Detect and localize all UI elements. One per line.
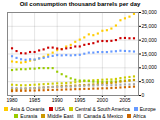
html-text:USA: USA — [54, 106, 65, 112]
html-text:Europe: Europe — [139, 106, 156, 112]
html-text:Eurasia: Eurasia — [20, 113, 38, 119]
svg-text:1995: 1995 — [74, 97, 85, 103]
html-text:Oil consumption thousand barre: Oil consumption thousand barrels per day — [19, 1, 141, 7]
html-text:Canada & Mexico: Canada & Mexico — [83, 113, 123, 119]
svg-text:25,000: 25,000 — [142, 23, 158, 29]
svg-text:0: 0 — [142, 92, 145, 98]
svg-text:1985: 1985 — [29, 97, 40, 103]
html-text:Asia & Oceania: Asia & Oceania — [10, 106, 45, 112]
html-text:Africa: Africa — [132, 113, 146, 119]
svg-text:15,000: 15,000 — [142, 51, 158, 57]
svg-text:10,000: 10,000 — [142, 64, 158, 70]
svg-text:30,000: 30,000 — [142, 9, 158, 15]
svg-text:2005: 2005 — [119, 97, 130, 103]
html-text:Central & South America: Central & South America — [74, 106, 130, 112]
svg-text:2000: 2000 — [97, 97, 108, 103]
svg-text:20,000: 20,000 — [142, 37, 158, 43]
html-text:Middle East: Middle East — [47, 113, 74, 119]
svg-text:5,000: 5,000 — [142, 78, 155, 84]
svg-text:1980: 1980 — [6, 97, 17, 103]
svg-text:1990: 1990 — [52, 97, 63, 103]
